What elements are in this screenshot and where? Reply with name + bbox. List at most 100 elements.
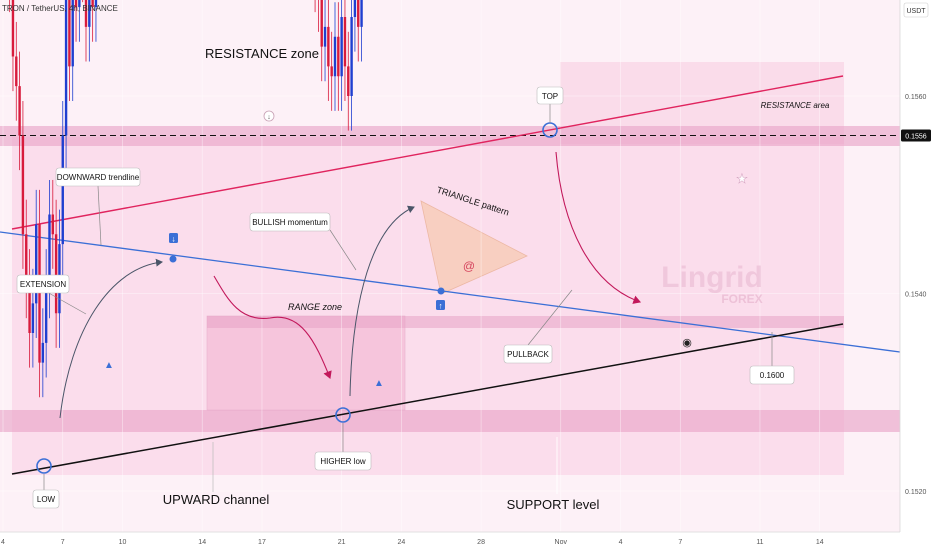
price-level-tags: 0.17030.16760.16270.16050.1556 — [901, 129, 931, 142]
time-tick-label: 14 — [816, 539, 824, 546]
candle-body — [21, 135, 25, 235]
down-arrow-icon: ↓ — [172, 235, 176, 244]
candle-body — [11, 0, 15, 57]
price-tag — [901, 129, 931, 142]
downward-trendline-box — [55, 167, 141, 187]
info-icon[interactable] — [263, 110, 275, 122]
snail-icon: @ — [463, 259, 475, 273]
candle-body — [343, 17, 347, 67]
pullback-box — [503, 344, 553, 364]
candle-body — [28, 283, 31, 333]
time-tick-label: 4 — [1, 539, 5, 546]
drop-arrow-2 — [555, 151, 642, 304]
currency-badge[interactable] — [903, 2, 929, 18]
candle-body — [337, 36, 340, 77]
higher-low-label: HIGHER low — [320, 457, 366, 466]
candle-body — [353, 0, 357, 17]
candle-body — [347, 66, 350, 96]
rocket-icon-1: ▲ — [104, 360, 114, 371]
higher-low-box — [314, 451, 372, 471]
upward-channel-label: UPWARD channel — [163, 492, 270, 507]
time-tick-label: 24 — [398, 539, 406, 546]
level-lines — [0, 134, 900, 137]
time-tick-label: 10 — [119, 539, 127, 546]
candle-body — [330, 66, 333, 77]
downward-trendline-label: DOWNWARD trendline — [57, 173, 140, 182]
candle-body — [91, 0, 94, 8]
time-tick-label: 28 — [477, 539, 485, 546]
range-zone-label: RANGE zone — [288, 302, 342, 312]
eye-icon: ◉ — [682, 337, 692, 349]
info-glyph: ↓ — [267, 114, 271, 121]
candle-body — [35, 224, 38, 304]
candle-body — [38, 224, 41, 363]
candle-body — [31, 303, 35, 333]
candle-body — [51, 214, 54, 235]
candle-body — [64, 0, 68, 136]
candle-body — [320, 0, 323, 47]
bullish-momentum-label: BULLISH momentum — [252, 218, 328, 227]
time-tick-label: 4 — [619, 539, 623, 546]
candle-body — [78, 0, 81, 8]
watermark-brand: Lingrid — [661, 261, 763, 294]
price-ticks: 0.15200.15400.15600.15800.16000.16200.16… — [905, 94, 927, 496]
candle-body — [41, 342, 45, 363]
time-tick-label: 14 — [198, 539, 206, 546]
level-callout-label: 0.1600 — [760, 371, 785, 380]
candle-body — [61, 135, 64, 245]
up-arrow-badge — [436, 300, 445, 310]
callout-leader — [329, 229, 357, 271]
candle-body — [350, 17, 353, 96]
candle-body — [333, 36, 337, 77]
candle-body — [68, 0, 71, 67]
trend-touch-dot — [169, 255, 177, 263]
candle-body — [84, 0, 88, 27]
extension-box — [16, 274, 70, 294]
candle-body — [48, 214, 51, 284]
candle-body — [71, 0, 74, 67]
triangle-dot — [437, 287, 445, 295]
time-axis — [0, 532, 900, 550]
downward-trendline — [0, 231, 901, 353]
time-tick-label: 7 — [61, 539, 65, 546]
price-tick-label: 0.1540 — [905, 292, 927, 299]
candle-body — [74, 0, 78, 8]
resistance-area-label: RESISTANCE area — [761, 101, 830, 110]
symbol-title: TRON / TetherUS, 4h, BINANCE — [2, 4, 118, 13]
time-tick-label: 11 — [756, 539, 763, 546]
callout-leader — [527, 289, 573, 346]
price-tick-label: 0.1560 — [905, 94, 927, 101]
price-axis — [900, 0, 932, 550]
higher-low-circle — [335, 407, 351, 423]
time-tick-label: 21 — [338, 539, 346, 546]
level-callout-box — [749, 365, 795, 385]
mid-band — [207, 316, 844, 328]
down-arrow-badge — [169, 233, 178, 243]
support-level-label: SUPPORT level — [507, 497, 600, 512]
time-tick-label: 7 — [678, 539, 682, 546]
top-box — [536, 86, 564, 105]
low-circle — [36, 458, 52, 474]
candle-body — [360, 0, 363, 27]
candle-body — [54, 234, 58, 314]
drop-arrow-1 — [213, 275, 332, 380]
candle-body — [357, 0, 360, 27]
bullish-arrow — [349, 205, 415, 397]
candle-body — [340, 17, 343, 77]
star-icon: ★ — [736, 171, 748, 186]
extension-arrow — [59, 258, 163, 419]
candle-body — [15, 56, 18, 87]
triangle-shape — [420, 200, 528, 295]
support-band — [0, 410, 900, 432]
low-label: LOW — [37, 495, 56, 504]
callout-leader — [46, 291, 87, 315]
resistance-zone-label: RESISTANCE zone — [205, 46, 319, 61]
time-ticks: 4 7 10 14 17 21 24 28 Nov 4 7 11 14 — [1, 539, 824, 546]
rocket-icon-2: ▲ — [374, 378, 384, 389]
callout-leader — [97, 185, 102, 246]
price-tick-label: 0.1520 — [905, 489, 927, 496]
candle-body — [94, 0, 98, 8]
time-tick-label: Nov — [555, 539, 568, 546]
resistance-trendline — [11, 75, 844, 230]
